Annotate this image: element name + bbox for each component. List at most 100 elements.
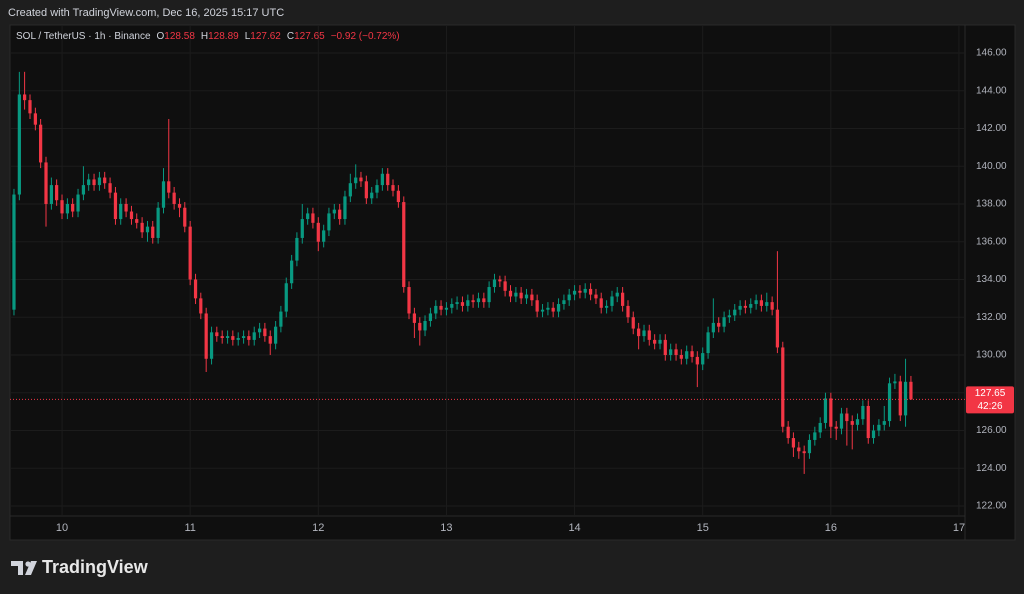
candle-body xyxy=(615,292,619,297)
candle-body xyxy=(855,419,860,425)
candle-body xyxy=(460,302,465,306)
candle-body xyxy=(647,330,651,340)
countdown: 42:26 xyxy=(977,401,1002,412)
candle-body xyxy=(391,185,395,191)
candle-body xyxy=(172,192,176,204)
candle-body xyxy=(765,302,769,306)
candle-body xyxy=(588,288,593,295)
candle-body xyxy=(49,185,54,204)
y-tick-label: 130.00 xyxy=(976,350,1007,361)
candle-body xyxy=(108,183,112,193)
candle-body xyxy=(738,305,742,310)
candle-body xyxy=(893,381,897,384)
y-tick-label: 144.00 xyxy=(976,85,1007,96)
candle-body xyxy=(124,203,128,212)
candle-body xyxy=(487,287,491,303)
candle-body xyxy=(722,317,726,327)
candle-body xyxy=(749,304,753,308)
candle-body xyxy=(423,321,427,331)
candle-body xyxy=(87,179,91,186)
candle-body xyxy=(113,192,118,220)
candle-body xyxy=(663,339,667,355)
candle-body xyxy=(621,292,625,306)
candle-body xyxy=(540,309,545,312)
candle-body xyxy=(466,300,470,306)
x-tick-label: 11 xyxy=(184,522,195,534)
candle-body xyxy=(578,290,582,293)
candle-body xyxy=(637,328,641,337)
ohlc-value: 127.62 xyxy=(250,31,281,42)
candle-body xyxy=(845,413,849,422)
candle-body xyxy=(871,430,876,439)
candle-body xyxy=(450,304,454,308)
candle-body xyxy=(263,328,267,337)
candle-body xyxy=(669,349,673,355)
candle-body xyxy=(306,213,310,220)
candle-body xyxy=(97,177,102,186)
candle-body xyxy=(786,426,790,439)
candle-body xyxy=(898,381,902,416)
candle-body xyxy=(685,351,689,359)
x-tick-label: 12 xyxy=(312,522,324,534)
x-tick-label: 17 xyxy=(953,522,965,534)
candle-body xyxy=(514,292,518,297)
candle-body xyxy=(492,279,497,288)
candle-body xyxy=(81,185,86,195)
candle-body xyxy=(380,173,384,186)
candle-body xyxy=(348,183,352,197)
x-tick-label: 16 xyxy=(825,522,837,534)
candle-body xyxy=(129,211,134,220)
candle-body xyxy=(770,302,774,310)
candle-body xyxy=(370,192,374,199)
plot: 122.00124.00126.00128.00130.00132.00134.… xyxy=(10,25,1014,534)
candle-body xyxy=(471,300,475,303)
candle-body xyxy=(717,322,721,327)
candle-body xyxy=(407,287,411,314)
candle-body xyxy=(322,230,326,242)
ohlc-label: C xyxy=(286,31,295,42)
candle-body xyxy=(156,207,160,238)
candle-body xyxy=(279,311,283,327)
candle-body xyxy=(71,203,75,212)
candle-body xyxy=(354,177,358,184)
ohlc-value: 128.89 xyxy=(208,31,239,42)
candle-body xyxy=(12,194,16,310)
candle-body xyxy=(781,347,785,427)
candle-body xyxy=(332,209,336,214)
candle-body xyxy=(204,313,208,359)
candle-body xyxy=(903,381,908,416)
candle-body xyxy=(599,298,603,308)
candle-body xyxy=(882,421,886,425)
candle-body xyxy=(508,290,513,297)
candle-body xyxy=(733,309,737,316)
candle-body xyxy=(866,405,870,439)
candle-body xyxy=(604,305,609,308)
candle-body xyxy=(103,177,107,184)
candle-body xyxy=(60,200,64,214)
candle-body xyxy=(482,298,486,303)
candle-body xyxy=(327,213,331,231)
ohlc-value: 128.58 xyxy=(164,31,195,42)
candle-body xyxy=(247,336,251,340)
candle-body xyxy=(290,260,294,284)
y-tick-label: 146.00 xyxy=(976,48,1007,59)
last-price-label: 127.65 xyxy=(975,388,1006,399)
candle-body xyxy=(386,173,390,186)
candle-body xyxy=(284,283,288,312)
candle-body xyxy=(610,296,614,306)
x-tick-label: 15 xyxy=(697,522,709,534)
change: −0.92 (−0.72%) xyxy=(330,31,400,42)
candle-body xyxy=(503,281,507,291)
candle-body xyxy=(183,207,187,227)
x-tick-label: 13 xyxy=(440,522,452,534)
y-tick-label: 122.00 xyxy=(976,501,1007,512)
candle-body xyxy=(295,237,299,261)
candle-body xyxy=(177,203,182,208)
candle-body xyxy=(594,294,598,299)
candle-body xyxy=(316,222,320,242)
candle-body xyxy=(140,222,144,233)
candle-body xyxy=(119,203,123,220)
candle-body xyxy=(220,336,224,339)
y-tick-label: 142.00 xyxy=(976,123,1007,134)
